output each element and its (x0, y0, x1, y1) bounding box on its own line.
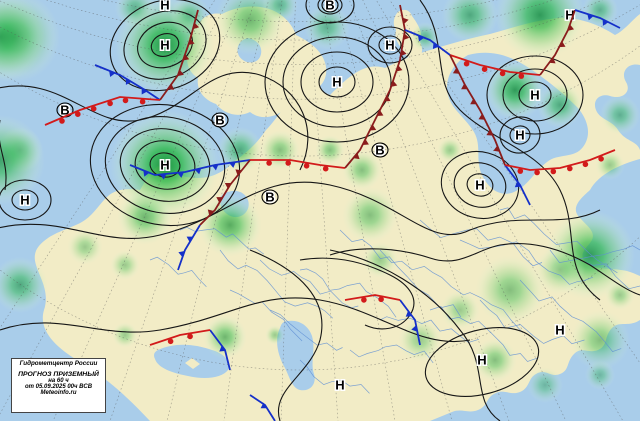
svg-text:H: H (515, 128, 524, 143)
svg-text:H: H (160, 158, 169, 173)
svg-text:H: H (385, 38, 394, 53)
svg-text:B: B (215, 113, 224, 128)
svg-text:B: B (375, 143, 384, 158)
svg-text:H: H (477, 353, 486, 368)
svg-text:H: H (530, 88, 539, 103)
svg-text:B: B (325, 0, 334, 13)
svg-text:H: H (475, 178, 484, 193)
svg-text:H: H (555, 323, 564, 338)
svg-text:H: H (335, 378, 344, 393)
svg-text:B: B (265, 190, 274, 205)
svg-text:H: H (20, 193, 29, 208)
svg-text:H: H (332, 75, 341, 90)
svg-text:H: H (160, 0, 169, 13)
svg-text:H: H (160, 38, 169, 53)
